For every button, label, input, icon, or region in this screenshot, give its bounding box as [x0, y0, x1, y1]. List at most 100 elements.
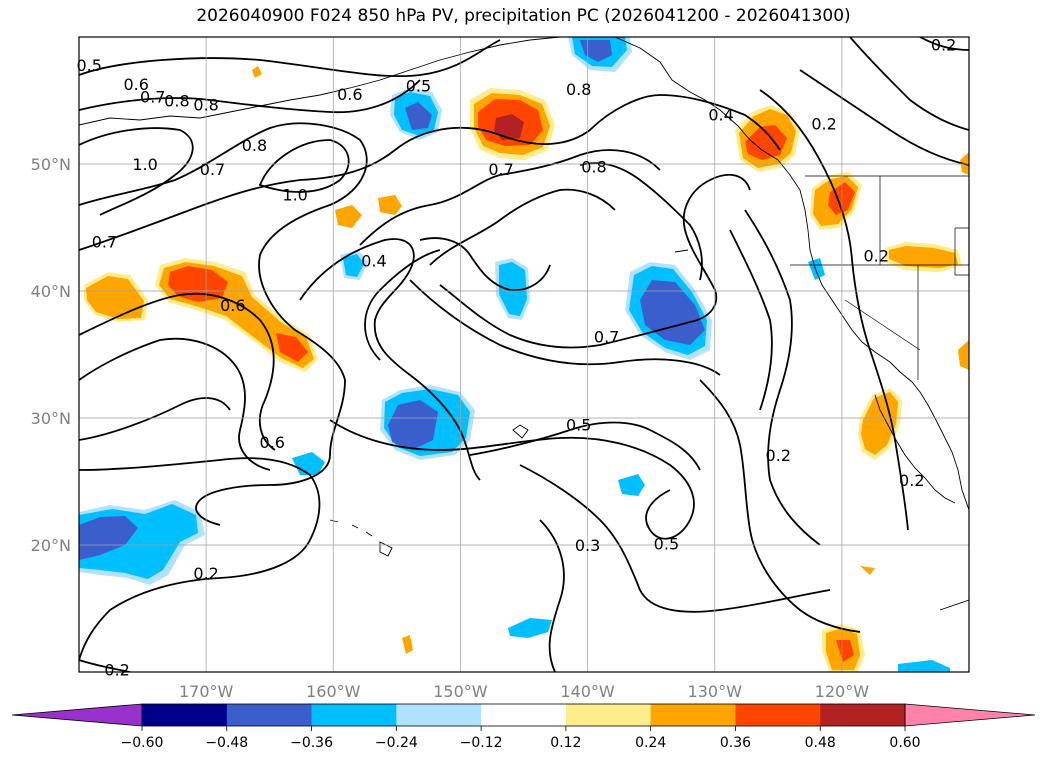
colorbar-bin	[481, 704, 567, 726]
colorbar-tick-label: −0.36	[290, 735, 333, 751]
pv-contour	[849, 37, 969, 131]
pv-contour	[579, 162, 703, 281]
lon-tick-label: 120°W	[815, 682, 870, 701]
pv-contour	[729, 229, 773, 411]
colorbar-tick-label: −0.48	[205, 735, 248, 751]
coastline-baja	[874, 394, 956, 504]
lat-tick-label: 20°N	[31, 536, 71, 555]
lat-tick-label: 50°N	[31, 155, 71, 174]
lat-tick-label: 40°N	[31, 282, 71, 301]
map-gridlines	[79, 37, 969, 672]
lon-tick-label: 130°W	[688, 682, 743, 701]
pv-contour	[469, 421, 701, 471]
contour-label: 0.5	[654, 535, 679, 554]
contour-label: 0.3	[575, 536, 600, 555]
pv-contour	[79, 337, 271, 471]
colorbar-tick-label: 0.12	[550, 735, 581, 751]
contour-label: 0.2	[811, 114, 836, 133]
colorbar-tick-label: −0.12	[460, 735, 503, 751]
pv-contour	[299, 238, 481, 481]
pv-contour	[79, 127, 194, 216]
colorbar-tick-label: 0.36	[720, 735, 751, 751]
colorbar-bin	[142, 704, 228, 726]
pv-contour	[429, 188, 616, 266]
colorbar-tick-label: −0.24	[375, 735, 418, 751]
contour-label: 0.7	[92, 232, 117, 251]
pv-contour	[79, 122, 368, 526]
lon-tick-label: 150°W	[433, 682, 488, 701]
pv-contour	[79, 659, 131, 672]
contour-label: 0.2	[766, 446, 791, 465]
lon-tick-label: 160°W	[306, 682, 361, 701]
coastline-alaska	[79, 37, 561, 126]
colorbar-tick-label: −0.60	[121, 735, 164, 751]
colorbar-bin	[396, 704, 482, 726]
contour-label: 0.7	[140, 88, 165, 107]
contour-label: 0.5	[76, 56, 101, 75]
map-title: 2026040900 F024 850 hPa PV, precipitatio…	[196, 6, 851, 26]
pv-contour	[79, 94, 781, 251]
political-borders	[790, 175, 969, 380]
colorbar-bin	[650, 704, 736, 726]
pv-contour	[79, 457, 321, 661]
pv-contour	[329, 419, 695, 540]
pv-contours	[79, 37, 969, 672]
contour-label: 1.0	[132, 155, 157, 174]
colorbar-bin	[311, 704, 397, 726]
lon-tick-label: 140°W	[560, 682, 615, 701]
colorbar-bin	[226, 704, 313, 726]
pv-contour	[258, 139, 350, 193]
colorbar-extend-low	[11, 703, 143, 727]
contour-label: 0.5	[406, 76, 431, 95]
colorbar-outline	[141, 703, 906, 727]
lon-tick-label: 170°W	[179, 682, 234, 701]
map-frame	[78, 36, 970, 673]
contour-label: 0.2	[193, 564, 218, 583]
contour-label: 0.4	[361, 252, 386, 271]
contour-label: 0.2	[931, 36, 956, 55]
longitude-labels: 170°W 160°W 150°W 140°W 130°W 120°W	[179, 682, 869, 701]
pv-contour	[79, 39, 501, 78]
coastline-hawaii	[329, 519, 393, 557]
colorbar-tick-label: 0.60	[889, 735, 920, 751]
contour-label: 0.2	[104, 660, 129, 679]
contour-label: 0.8	[242, 136, 267, 155]
colorbar: −0.60 −0.48 −0.36 −0.24 −0.12 0.12 0.24 0.36 0.4…	[11, 703, 1036, 751]
pv-contour	[439, 173, 751, 349]
colorbar-tick-label: 0.24	[635, 735, 666, 751]
lat-tick-label: 30°N	[31, 409, 71, 428]
latitude-labels: 50°N 40°N 30°N 20°N	[31, 155, 71, 555]
contour-label: 0.5	[566, 415, 591, 434]
colorbar-bin	[735, 704, 821, 726]
contour-label: 0.8	[566, 80, 591, 99]
contour-label: 0.6	[123, 75, 148, 94]
colorbar-bin	[820, 704, 906, 726]
pv-contour	[419, 237, 551, 292]
pv-contour	[744, 209, 821, 546]
coastline-north-america	[614, 37, 969, 511]
contour-labels: 0.50.60.70.8 0.80.81.0 0.71.00.6 0.50.70.80…	[76, 36, 956, 680]
precipitation-shading	[79, 37, 969, 672]
coastlines	[79, 37, 969, 611]
pv-contour	[79, 397, 231, 441]
contour-label: 0.2	[863, 246, 888, 265]
colorbar-tick-label: 0.48	[805, 735, 836, 751]
pv-contour	[79, 292, 276, 451]
contour-label: 0.6	[337, 85, 362, 104]
pv-contour	[799, 69, 969, 166]
pv-contour	[364, 249, 441, 361]
contour-label: 0.8	[581, 158, 606, 177]
pv-contour	[409, 279, 721, 376]
contour-label: 0.7	[594, 328, 619, 347]
pv-contour	[519, 464, 831, 613]
contour-label: 0.6	[260, 433, 285, 452]
pv-contour	[699, 379, 861, 633]
contour-label: 0.6	[220, 296, 245, 315]
contour-label: 0.8	[193, 95, 218, 114]
contour-label: 0.2	[899, 471, 924, 490]
pv-contour	[919, 37, 969, 51]
pv-contour	[539, 519, 565, 672]
colorbar-extend-high	[904, 703, 1036, 727]
pv-contour	[759, 89, 909, 531]
